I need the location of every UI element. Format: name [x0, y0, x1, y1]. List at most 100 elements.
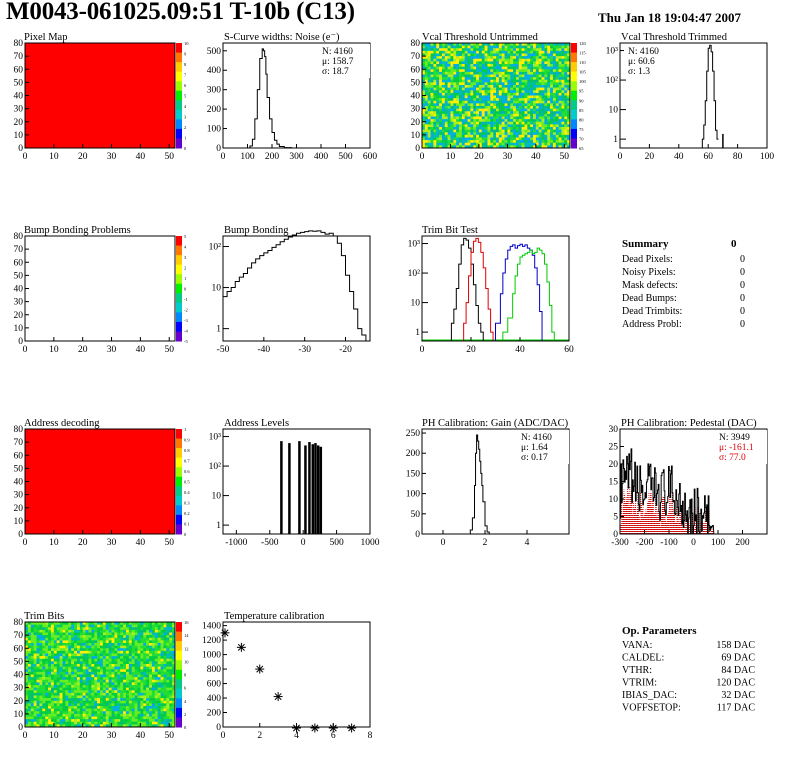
heatmap-cell: [547, 90, 551, 94]
heatmap-cell: [163, 643, 167, 646]
heatmap-cell: [515, 98, 520, 102]
heatmap-cell: [33, 690, 37, 694]
heatmap-cell: [45, 664, 49, 667]
heatmap-cell: [88, 656, 92, 660]
heatmap-cell: [111, 703, 115, 707]
heatmap-cell: [484, 129, 488, 133]
heatmap-cell: [427, 71, 431, 75]
heatmap-cell: [422, 48, 426, 52]
heatmap-cell: [439, 56, 443, 60]
heatmap-cell: [567, 106, 571, 109]
palette-cell: [176, 631, 182, 642]
heatmap-cell: [456, 74, 460, 78]
heatmap-cell: [467, 95, 471, 99]
heatmap-cell: [157, 635, 161, 639]
heatmap-cell: [166, 637, 170, 641]
heatmap-cell: [65, 666, 69, 670]
heatmap-cell: [114, 674, 118, 678]
heatmap-cell: [157, 653, 161, 657]
heatmap-cell: [515, 90, 520, 94]
heatmap-cell: [102, 708, 107, 712]
heatmap-cell: [82, 700, 86, 704]
heatmap-cell: [85, 713, 89, 717]
heatmap-cell: [62, 656, 66, 660]
heatmap-cell: [552, 43, 557, 46]
heatmap-cell: [510, 142, 514, 146]
heatmap-cell: [487, 134, 491, 138]
heatmap-cell: [105, 685, 109, 688]
heatmap-cell: [484, 64, 488, 67]
heatmap-cell: [134, 682, 138, 686]
heatmap-cell: [117, 682, 121, 686]
heatmap-cell: [33, 677, 37, 681]
heatmap-cell: [50, 724, 55, 728]
heatmap-cell: [100, 703, 104, 707]
y-tick-label: 70: [14, 245, 24, 255]
heatmap-cell: [140, 677, 144, 681]
heatmap-cell: [65, 713, 69, 717]
heatmap-cell: [97, 682, 101, 686]
heatmap-cell: [134, 690, 138, 694]
heatmap-cell: [493, 56, 497, 60]
heatmap-cell: [422, 127, 426, 130]
heatmap-cell: [25, 658, 29, 662]
heatmap-cell: [102, 635, 107, 639]
heatmap-cell: [444, 140, 448, 144]
heatmap-cell: [470, 77, 474, 81]
heatmap-cell: [439, 132, 443, 136]
heatmap-cell: [530, 132, 534, 136]
heatmap-cell: [441, 103, 446, 107]
heatmap-cell: [59, 656, 63, 660]
heatmap-cell: [105, 692, 109, 696]
heatmap-cell: [74, 719, 78, 723]
heatmap-cell: [558, 134, 562, 138]
heatmap-cell: [513, 113, 517, 117]
heatmap-cell: [453, 64, 457, 67]
heatmap-cell: [62, 632, 66, 636]
heatmap-cell: [538, 53, 542, 57]
heatmap-cell: [65, 627, 69, 631]
heatmap-cell: [555, 87, 559, 91]
heatmap-cell: [151, 695, 156, 699]
heatmap-cell: [151, 671, 156, 675]
heatmap-cell: [48, 711, 52, 715]
heatmap-cell: [120, 719, 124, 723]
heatmap-cell: [501, 66, 505, 70]
heatmap-cell: [504, 48, 508, 52]
heatmap-cell: [97, 671, 101, 675]
heatmap-cell: [25, 622, 29, 625]
heatmap-cell: [493, 113, 497, 117]
heatmap-cell: [151, 666, 156, 670]
heatmap-cell: [487, 111, 491, 115]
heatmap-cell: [555, 45, 559, 49]
heatmap-cell: [91, 661, 95, 665]
heatmap-cell: [422, 132, 426, 136]
x-tick-label: 100: [240, 152, 255, 162]
heatmap-cell: [140, 716, 144, 720]
heatmap-cell: [134, 666, 138, 670]
heatmap-cell: [470, 113, 474, 117]
heatmap-cell: [91, 629, 95, 633]
heatmap-cell: [137, 622, 141, 625]
heatmap-cell: [450, 113, 454, 117]
heatmap-cell: [564, 45, 568, 49]
heatmap-cell: [461, 137, 465, 141]
heatmap-cell: [53, 632, 58, 636]
heatmap-cell: [134, 685, 138, 688]
heatmap-cell: [154, 661, 158, 665]
heatmap-cell: [521, 129, 525, 133]
heatmap-cell: [498, 58, 502, 62]
heatmap-cell: [42, 713, 46, 717]
heatmap-cell: [450, 106, 454, 109]
heatmap-cell: [504, 100, 508, 104]
heatmap-cell: [146, 674, 150, 678]
heatmap-cell: [558, 111, 562, 115]
heatmap-cell: [456, 43, 460, 46]
heatmap-cell: [436, 48, 440, 52]
heatmap-cell: [459, 45, 463, 49]
heatmap-cell: [149, 679, 153, 683]
heatmap-cell: [473, 132, 477, 136]
heatmap-cell: [430, 103, 434, 107]
heatmap-cell: [493, 106, 497, 109]
heatmap-cell: [555, 74, 559, 78]
